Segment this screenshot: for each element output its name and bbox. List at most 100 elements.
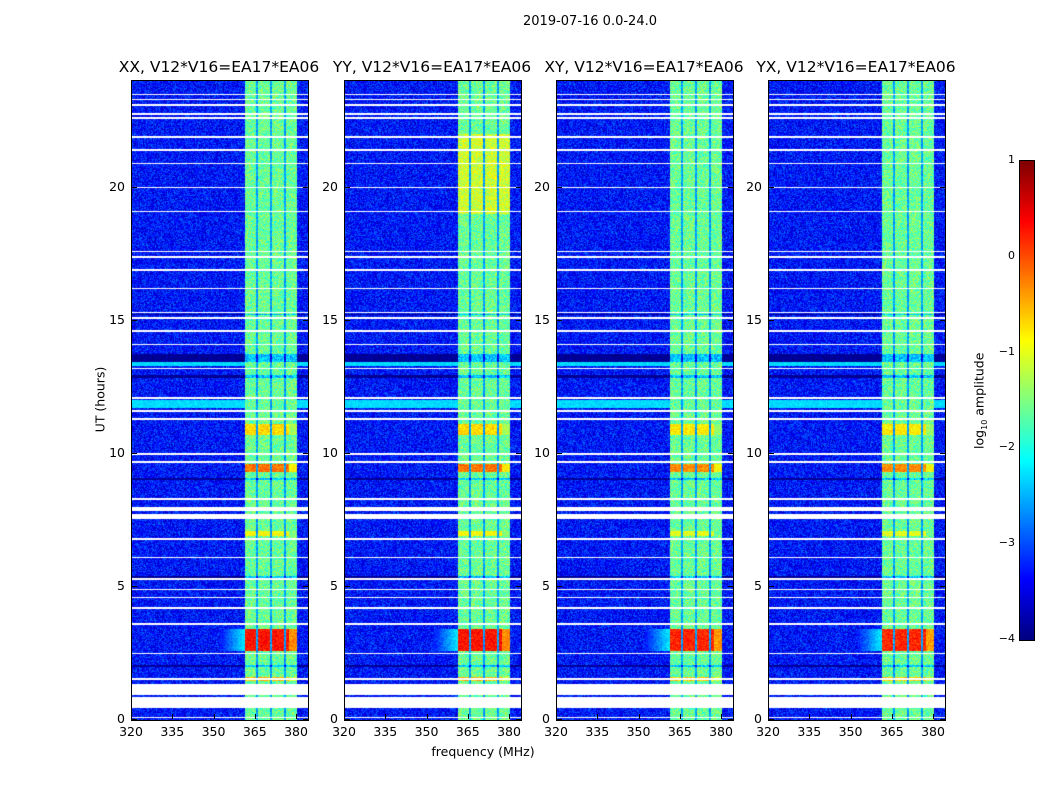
y-tick-label: 5 [330, 577, 338, 593]
x-tick-mark [213, 714, 215, 719]
y-tick-mark-right [516, 186, 521, 188]
x-tick-label: 320 [544, 724, 568, 739]
x-tick-label: 335 [373, 724, 398, 739]
y-tick-label: 0 [117, 711, 125, 726]
x-tick-mark [296, 714, 297, 719]
x-tick-mark [768, 714, 769, 719]
y-tick-mark [769, 719, 774, 720]
y-tick-label: 20 [746, 178, 762, 194]
colorbar-tick-label: −4 [998, 632, 1015, 645]
x-tick-mark [933, 714, 934, 719]
y-tick-label: 0 [330, 711, 338, 726]
x-tick-mark [679, 714, 681, 719]
y-tick-mark [345, 585, 350, 587]
y-tick-mark-right [303, 452, 308, 454]
y-tick-mark [132, 319, 137, 321]
x-tick-mark [721, 714, 722, 719]
heatmap-panel-xx [131, 80, 309, 721]
y-tick-mark-right [940, 319, 945, 321]
heatmap-canvas [557, 81, 733, 720]
y-tick-label: 20 [109, 178, 125, 194]
colorbar-tick-label: −1 [998, 344, 1015, 358]
panel-title-yx: YX, V12*V16=EA17*EA06 [756, 58, 956, 76]
y-tick-mark [769, 319, 774, 321]
y-tick-mark [345, 452, 350, 454]
y-tick-mark [557, 452, 562, 454]
y-tick-mark [345, 319, 350, 321]
heatmap-canvas [769, 81, 945, 720]
y-tick-label: 10 [534, 444, 550, 460]
y-tick-label: 15 [746, 311, 762, 327]
y-tick-mark-right [516, 319, 521, 321]
x-tick-label: 350 [626, 724, 651, 739]
y-tick-mark [132, 719, 137, 720]
y-tick-label: 10 [322, 444, 338, 460]
y-tick-mark [345, 719, 350, 720]
x-tick-mark [638, 714, 640, 719]
colorbar-tick-label: 0 [1008, 248, 1015, 262]
y-tick-mark [769, 186, 774, 188]
y-tick-label: 10 [746, 444, 762, 460]
y-tick-mark [769, 585, 774, 587]
y-axis-label: UT (hours) [92, 366, 108, 433]
x-tick-label: 380 [709, 724, 733, 739]
y-tick-mark-right [516, 719, 521, 720]
y-tick-mark-right [940, 186, 945, 188]
y-tick-mark-right [940, 585, 945, 587]
y-tick-mark [557, 319, 562, 321]
y-tick-label: 15 [534, 311, 550, 327]
x-tick-label: 320 [332, 724, 356, 739]
x-tick-label: 365 [667, 724, 692, 739]
x-tick-mark [344, 714, 345, 719]
y-tick-mark-right [728, 585, 733, 587]
x-tick-mark [891, 714, 893, 719]
x-tick-label: 320 [119, 724, 143, 739]
x-tick-mark [426, 714, 428, 719]
x-tick-label: 365 [879, 724, 904, 739]
panel-title-xy: XY, V12*V16=EA17*EA06 [544, 58, 744, 76]
y-tick-mark [132, 186, 137, 188]
y-tick-label: 15 [109, 311, 125, 327]
colorbar-tick-label: −2 [998, 440, 1015, 454]
y-tick-label: 20 [322, 178, 338, 194]
y-tick-mark [132, 585, 137, 587]
y-tick-mark [345, 186, 350, 188]
x-axis-label: frequency (MHz) [431, 744, 535, 759]
y-tick-label: 20 [534, 178, 550, 194]
heatmap-panel-yy [344, 80, 522, 721]
x-tick-label: 335 [585, 724, 610, 739]
y-tick-mark-right [728, 186, 733, 188]
y-tick-mark-right [728, 319, 733, 321]
y-tick-label: 0 [542, 711, 550, 726]
x-tick-mark [597, 714, 599, 719]
y-tick-mark-right [303, 585, 308, 587]
x-tick-label: 350 [414, 724, 439, 739]
x-tick-label: 320 [756, 724, 780, 739]
y-tick-mark-right [516, 585, 521, 587]
x-tick-label: 380 [497, 724, 521, 739]
y-tick-mark [769, 452, 774, 454]
heatmap-canvas [132, 81, 308, 720]
y-tick-label: 0 [754, 711, 762, 726]
y-tick-mark-right [728, 719, 733, 720]
y-tick-mark [557, 186, 562, 188]
x-tick-mark [254, 714, 256, 719]
x-tick-label: 350 [838, 724, 863, 739]
x-tick-mark [809, 714, 811, 719]
y-tick-label: 5 [542, 577, 550, 593]
heatmap-panel-xy [556, 80, 734, 721]
y-tick-mark-right [303, 719, 308, 720]
x-tick-mark [850, 714, 852, 719]
x-tick-mark [131, 714, 132, 719]
colorbar [1019, 160, 1035, 641]
y-tick-mark [557, 585, 562, 587]
y-tick-mark [557, 719, 562, 720]
y-tick-mark-right [303, 319, 308, 321]
y-tick-mark-right [940, 719, 945, 720]
y-tick-label: 10 [109, 444, 125, 460]
panel-title-xx: XX, V12*V16=EA17*EA06 [118, 58, 320, 76]
colorbar-tick-label: 1 [1008, 153, 1015, 166]
y-tick-mark-right [940, 452, 945, 454]
figure-title: 2019-07-16 0.0-24.0 [523, 14, 657, 29]
colorbar-tick-label: −3 [998, 536, 1015, 550]
